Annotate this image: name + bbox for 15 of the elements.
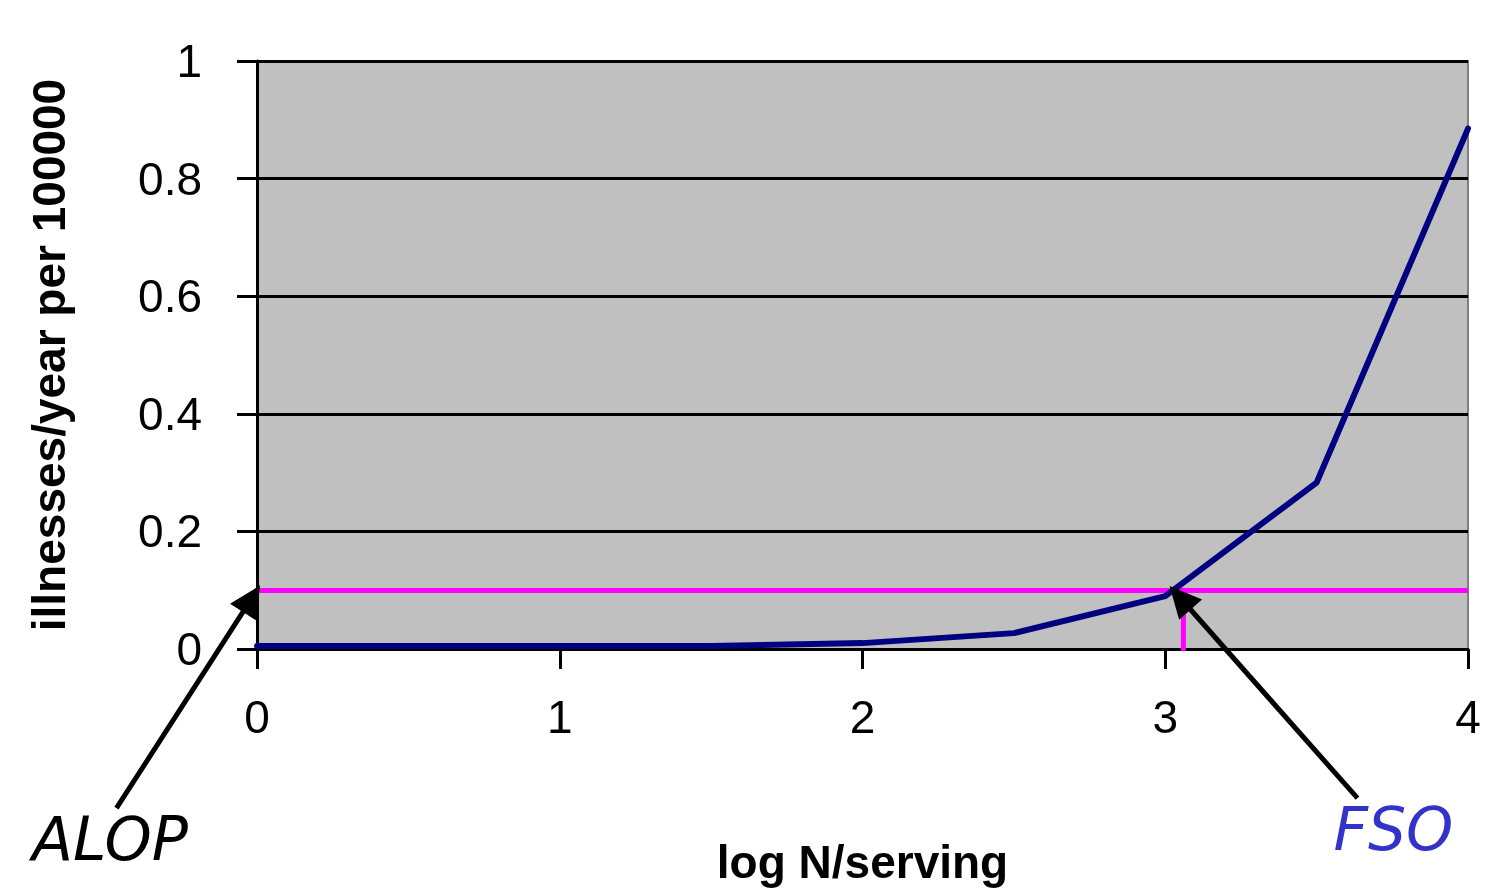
y-tick-label: 0.4 <box>138 387 202 440</box>
x-tick-label: 2 <box>849 691 876 743</box>
y-tick-label: 0.2 <box>138 505 202 558</box>
y-axis-title: illnesses/year per 100000 <box>23 78 75 632</box>
text: ALOP <box>27 804 189 875</box>
x-tick-label: 1 <box>546 691 573 743</box>
x-tick-label: 4 <box>1455 691 1481 743</box>
y-tick-label: 1 <box>176 35 202 87</box>
y-tick-label: 0.8 <box>138 152 202 205</box>
x-tick-label: 3 <box>1152 691 1179 743</box>
y-tick-label: 0 <box>176 623 202 675</box>
text: FSO <box>1333 794 1454 865</box>
x-tick-label: 0 <box>244 691 270 743</box>
y-tick-label: 0.6 <box>138 270 202 323</box>
x-axis-title: log N/serving <box>716 836 1009 888</box>
